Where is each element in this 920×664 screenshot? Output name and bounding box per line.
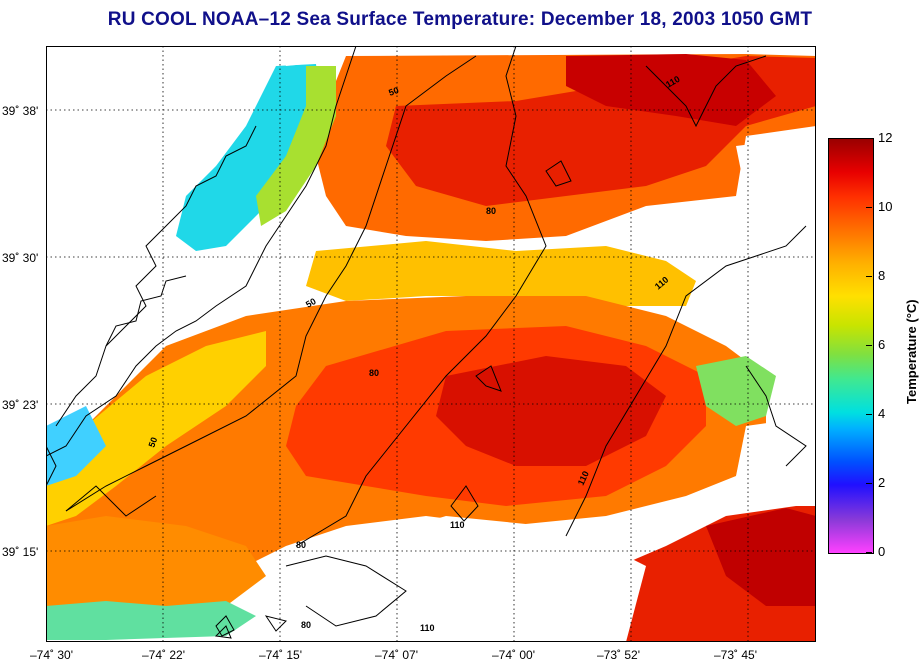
colorbar-tick: 4	[878, 406, 886, 421]
contour-lines	[65, 46, 807, 637]
contour-110	[565, 225, 807, 537]
contour-label: 80	[486, 206, 496, 216]
sst-region-southeast-deep	[706, 508, 816, 606]
colorbar-tick: 10	[878, 199, 893, 214]
lon-label: –73˚ 45'	[714, 648, 757, 662]
lon-label: –74˚ 30'	[30, 648, 73, 662]
contour-label: 50	[304, 296, 318, 310]
contour-50	[65, 55, 477, 512]
contour-label: 80	[296, 540, 306, 550]
lat-label: 39˚ 30'	[2, 251, 39, 265]
contour-loop-3	[545, 160, 572, 187]
lon-label: –73˚ 52'	[597, 648, 640, 662]
contour-label: 80	[369, 368, 379, 378]
lat-label: 39˚ 38'	[2, 104, 39, 118]
map-title: RU COOL NOAA–12 Sea Surface Temperature:…	[107, 9, 813, 30]
contour-loop-4	[215, 615, 235, 637]
coastline	[46, 46, 357, 639]
contour-80-b	[285, 555, 407, 627]
contour-110-c	[745, 365, 807, 467]
contour-label: 110	[450, 520, 465, 530]
lon-label: –74˚ 00'	[492, 648, 535, 662]
colorbar-tick: 12	[878, 130, 893, 145]
sst-region-south-coldedge	[46, 406, 106, 486]
sst-region-coastal-cold	[176, 64, 321, 251]
colorbar-tick: 6	[878, 337, 886, 352]
sst-region-south-yellow	[46, 331, 266, 526]
grid-lines	[46, 46, 816, 642]
sst-region-southwest-green	[46, 601, 256, 640]
contour-label: 110	[420, 623, 435, 633]
contour-label: 50	[146, 436, 159, 449]
sst-region-coastal-green	[256, 66, 336, 226]
lon-label: –74˚ 07'	[375, 648, 418, 662]
lat-label: 39˚ 23'	[2, 398, 39, 412]
colorbar-tick: 0	[878, 544, 886, 559]
contour-label: 50	[387, 85, 400, 98]
contour-50-b	[65, 485, 157, 517]
sst-map-svg: 50 50 50 80 80 80 80 110 110 110 110 110	[46, 46, 816, 642]
colorbar	[828, 138, 874, 554]
cloud-mask	[46, 46, 816, 642]
colorbar-tick: 8	[878, 268, 886, 283]
lon-label: –74˚ 22'	[142, 648, 185, 662]
sst-region-north-deep	[566, 54, 776, 126]
sst-map[interactable]: 50 50 50 80 80 80 80 110 110 110 110 110	[46, 46, 816, 642]
colorbar-label: Temperature (°C)	[904, 299, 919, 404]
sst-region-mid-yellow	[306, 241, 696, 306]
contour-loop-2	[450, 485, 479, 522]
sst-region-east-cool	[696, 356, 776, 426]
contour-80	[295, 46, 547, 547]
sst-region-south-core	[436, 356, 666, 466]
contour-loop-1	[475, 365, 502, 392]
colorbar-tick: 2	[878, 475, 886, 490]
lat-label: 39˚ 15'	[2, 545, 39, 559]
contour-110-b	[645, 55, 767, 128]
lon-label: –74˚ 15'	[259, 648, 302, 662]
contour-label: 80	[301, 620, 311, 630]
